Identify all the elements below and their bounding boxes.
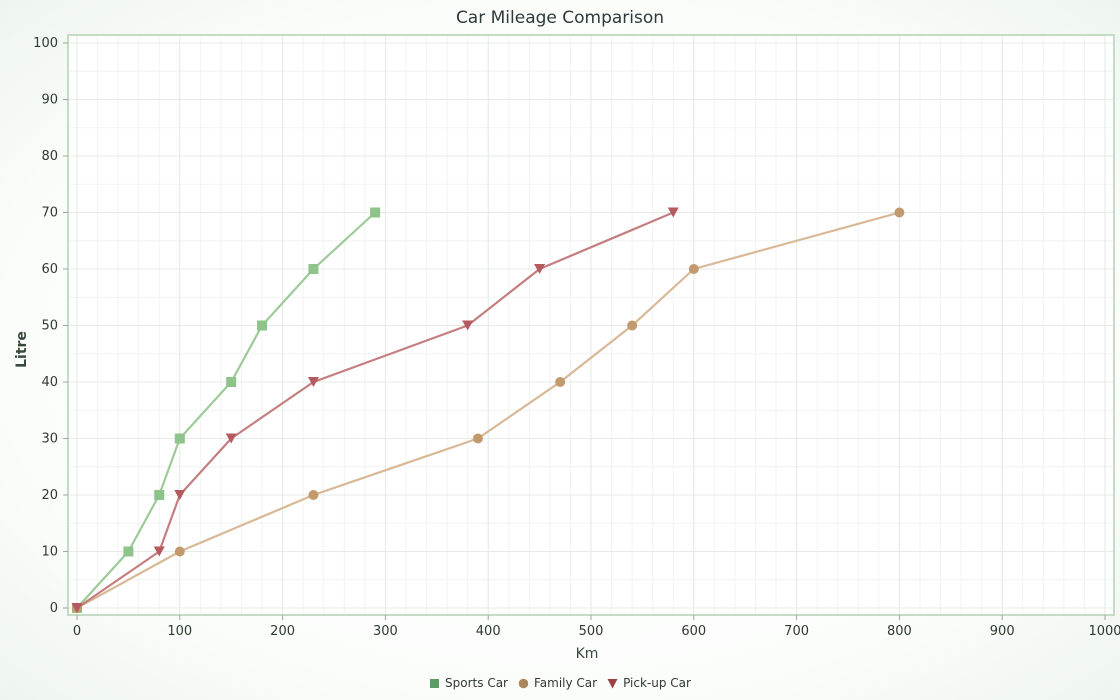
data-point-family-car	[894, 207, 905, 218]
y-tick-label: 80	[41, 149, 58, 164]
x-tick-label: 0	[73, 624, 81, 639]
x-tick-label: 800	[887, 624, 912, 639]
data-point-family-car	[174, 546, 185, 557]
x-tick-label: 600	[681, 624, 706, 639]
data-point-pick-up-car	[534, 264, 546, 274]
data-point-family-car	[627, 320, 638, 331]
y-tick-label: 60	[41, 262, 58, 277]
legend-item-sports-car[interactable]: Sports Car	[429, 676, 508, 690]
series-line-sports-car	[76, 211, 376, 609]
y-tick-label: 40	[41, 375, 58, 390]
legend-marker-sports-car-icon	[430, 678, 440, 688]
data-point-pick-up-car	[462, 320, 474, 331]
legend-item-pick-up-car[interactable]: Pick-up Car	[607, 676, 691, 690]
x-tick-label: 200	[270, 624, 295, 639]
data-point-pick-up-car	[153, 546, 165, 557]
legend: Sports Car Family Car Pick-up Car	[0, 676, 1120, 690]
x-tick-label: 300	[373, 624, 398, 639]
data-point-pick-up-car	[225, 433, 237, 444]
major-gridlines	[68, 35, 1114, 615]
data-point-pick-up-car	[174, 490, 186, 500]
x-tick-label: 100	[167, 624, 192, 639]
x-tick-label: 900	[990, 624, 1015, 639]
y-tick-label: 100	[33, 36, 58, 51]
plot-area: 0 100 200 300 400 500 600 700 800 900 1000 0 10 20 30 4…	[14, 34, 1120, 662]
x-tick-label: 700	[784, 624, 809, 639]
legend-marker-family-car-icon	[518, 678, 529, 688]
x-tick-label: 1000	[1088, 624, 1120, 639]
data-point-sports-car	[308, 264, 319, 274]
legend-label: Sports Car	[445, 676, 508, 690]
y-axis-label: Litre	[14, 331, 30, 368]
data-point-pick-up-car	[667, 207, 679, 218]
y-tick-label: 50	[41, 319, 58, 334]
x-axis-label: Km	[576, 646, 599, 662]
series-line-pick-up-car	[76, 211, 674, 609]
data-point-family-car	[472, 433, 483, 444]
data-point-sports-car	[257, 320, 268, 331]
y-tick-label: 70	[41, 206, 58, 221]
chart-title: Car Mileage Comparison	[455, 8, 665, 28]
legend-label: Family Car	[533, 676, 598, 690]
y-tick-label: 30	[41, 432, 58, 447]
data-point-pick-up-car	[307, 377, 319, 387]
legend-marker-pick-up-car-icon	[607, 678, 618, 688]
series-pick-up-car	[71, 207, 679, 613]
series-line-family-car	[76, 211, 900, 609]
data-point-pick-up-car	[71, 603, 83, 613]
data-point-sports-car	[123, 546, 134, 557]
y-tick-label: 10	[41, 545, 58, 560]
legend-item-family-car[interactable]: Family Car	[518, 676, 597, 690]
data-point-sports-car	[154, 490, 165, 500]
y-tick-label: 90	[41, 93, 58, 108]
data-point-family-car	[555, 377, 566, 387]
legend-label: Pick-up Car	[623, 676, 691, 690]
x-tick-label: 400	[476, 624, 501, 639]
data-point-sports-car	[174, 433, 185, 444]
data-point-sports-car	[226, 377, 237, 387]
y-tick-label: 0	[50, 601, 58, 616]
data-point-family-car	[308, 490, 319, 500]
y-tick-label: 20	[41, 488, 58, 503]
data-point-sports-car	[370, 207, 381, 218]
x-tick-label: 500	[579, 624, 604, 639]
data-point-family-car	[688, 264, 699, 274]
